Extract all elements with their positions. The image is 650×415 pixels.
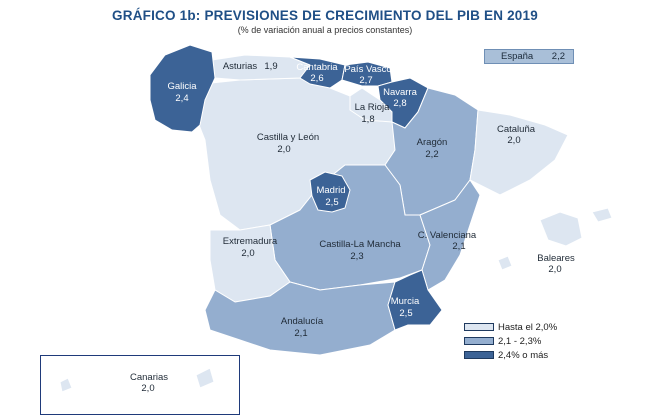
label-castilla-leon-value: 2,0: [277, 144, 290, 155]
label-asturias-name: Asturias: [223, 61, 258, 72]
label-la-rioja-value: 1,8: [361, 114, 374, 125]
spain-label: España: [501, 51, 534, 62]
label-canarias-value: 2,0: [141, 383, 154, 394]
label-cataluna-value: 2,0: [507, 135, 520, 146]
label-asturias-value: 1,9: [264, 61, 277, 72]
label-c-valenciana-value: 2,1: [452, 241, 465, 252]
label-murcia-name: Murcia: [391, 296, 420, 307]
label-aragon-name: Aragón: [417, 137, 448, 148]
region-canarias-island-1[interactable]: [59, 377, 73, 393]
legend-item-mid: 2,1 - 2,3%: [464, 335, 557, 347]
chart-subtitle: (% de variación anual a precios constant…: [237, 25, 413, 35]
canarias-inset-frame: [40, 355, 240, 415]
legend-item-low: Hasta el 2,0%: [464, 321, 557, 333]
legend-label-mid: 2,1 - 2,3%: [498, 335, 542, 347]
region-cantabria[interactable]: [289, 56, 346, 89]
label-extremadura-value: 2,0: [241, 248, 254, 259]
region-madrid[interactable]: [309, 171, 351, 213]
label-c-valenciana-name: C. Valenciana: [418, 230, 477, 241]
label-extremadura-name: Extremadura: [223, 236, 278, 247]
legend-item-high: 2,4% o más: [464, 349, 557, 361]
label-cataluna-name: Cataluña: [497, 124, 536, 135]
region-baleares-mallorca[interactable]: [539, 211, 583, 247]
region-canarias-island-2[interactable]: [195, 367, 215, 389]
spain-value: 2,2: [551, 51, 565, 62]
chart-title: GRÁFICO 1b: PREVISIONES DE CRECIMIENTO D…: [112, 8, 538, 23]
legend-swatch-high: [464, 351, 494, 359]
label-galicia-value: 2,4: [175, 93, 188, 104]
label-madrid-name: Madrid: [316, 185, 345, 196]
label-murcia-value: 2,5: [399, 308, 412, 319]
label-galicia-name: Galicia: [167, 81, 197, 92]
legend-label-high: 2,4% o más: [498, 349, 549, 361]
spain-total-box: España 2,2: [484, 49, 574, 64]
region-murcia[interactable]: [387, 269, 443, 331]
label-baleares-name: Baleares: [537, 253, 575, 264]
legend-swatch-low: [464, 323, 494, 331]
label-andalucia-name: Andalucía: [281, 316, 324, 327]
legend-label-low: Hasta el 2,0%: [498, 321, 558, 333]
legend-swatch-mid: [464, 337, 494, 345]
region-c-valenciana[interactable]: [419, 179, 481, 291]
region-la-rioja[interactable]: [349, 87, 393, 123]
label-andalucia-value: 2,1: [294, 328, 307, 339]
label-cantabria-name: Cantabria: [296, 62, 338, 73]
spain-regions-map: Galicia 2,4 Asturias 1,9 Cantabria 2,6 P…: [59, 44, 613, 394]
label-navarra-value: 2,8: [393, 98, 406, 109]
label-castilla-la-mancha-value: 2,3: [350, 251, 363, 262]
label-castilla-la-mancha-name: Castilla-La Mancha: [319, 239, 401, 250]
region-baleares-ibiza[interactable]: [497, 255, 513, 271]
label-canarias-name: Canarias: [130, 372, 168, 383]
label-pais-vasco-name: País Vasco: [344, 64, 391, 75]
map-legend: Hasta el 2,0% 2,1 - 2,3% 2,4% o más: [464, 321, 557, 363]
region-baleares-menorca[interactable]: [591, 207, 613, 223]
label-baleares-value: 2,0: [548, 264, 561, 275]
region-galicia[interactable]: [149, 44, 216, 133]
label-madrid-value: 2,5: [325, 197, 338, 208]
label-la-rioja-name: La Rioja: [355, 102, 391, 113]
label-aragon-value: 2,2: [425, 149, 438, 160]
label-cantabria-value: 2,6: [310, 73, 323, 84]
label-castilla-leon-name: Castilla y León: [257, 132, 319, 143]
label-pais-vasco-value: 2,7: [359, 75, 372, 86]
label-navarra-name: Navarra: [383, 87, 418, 98]
region-cataluna[interactable]: [469, 109, 569, 196]
